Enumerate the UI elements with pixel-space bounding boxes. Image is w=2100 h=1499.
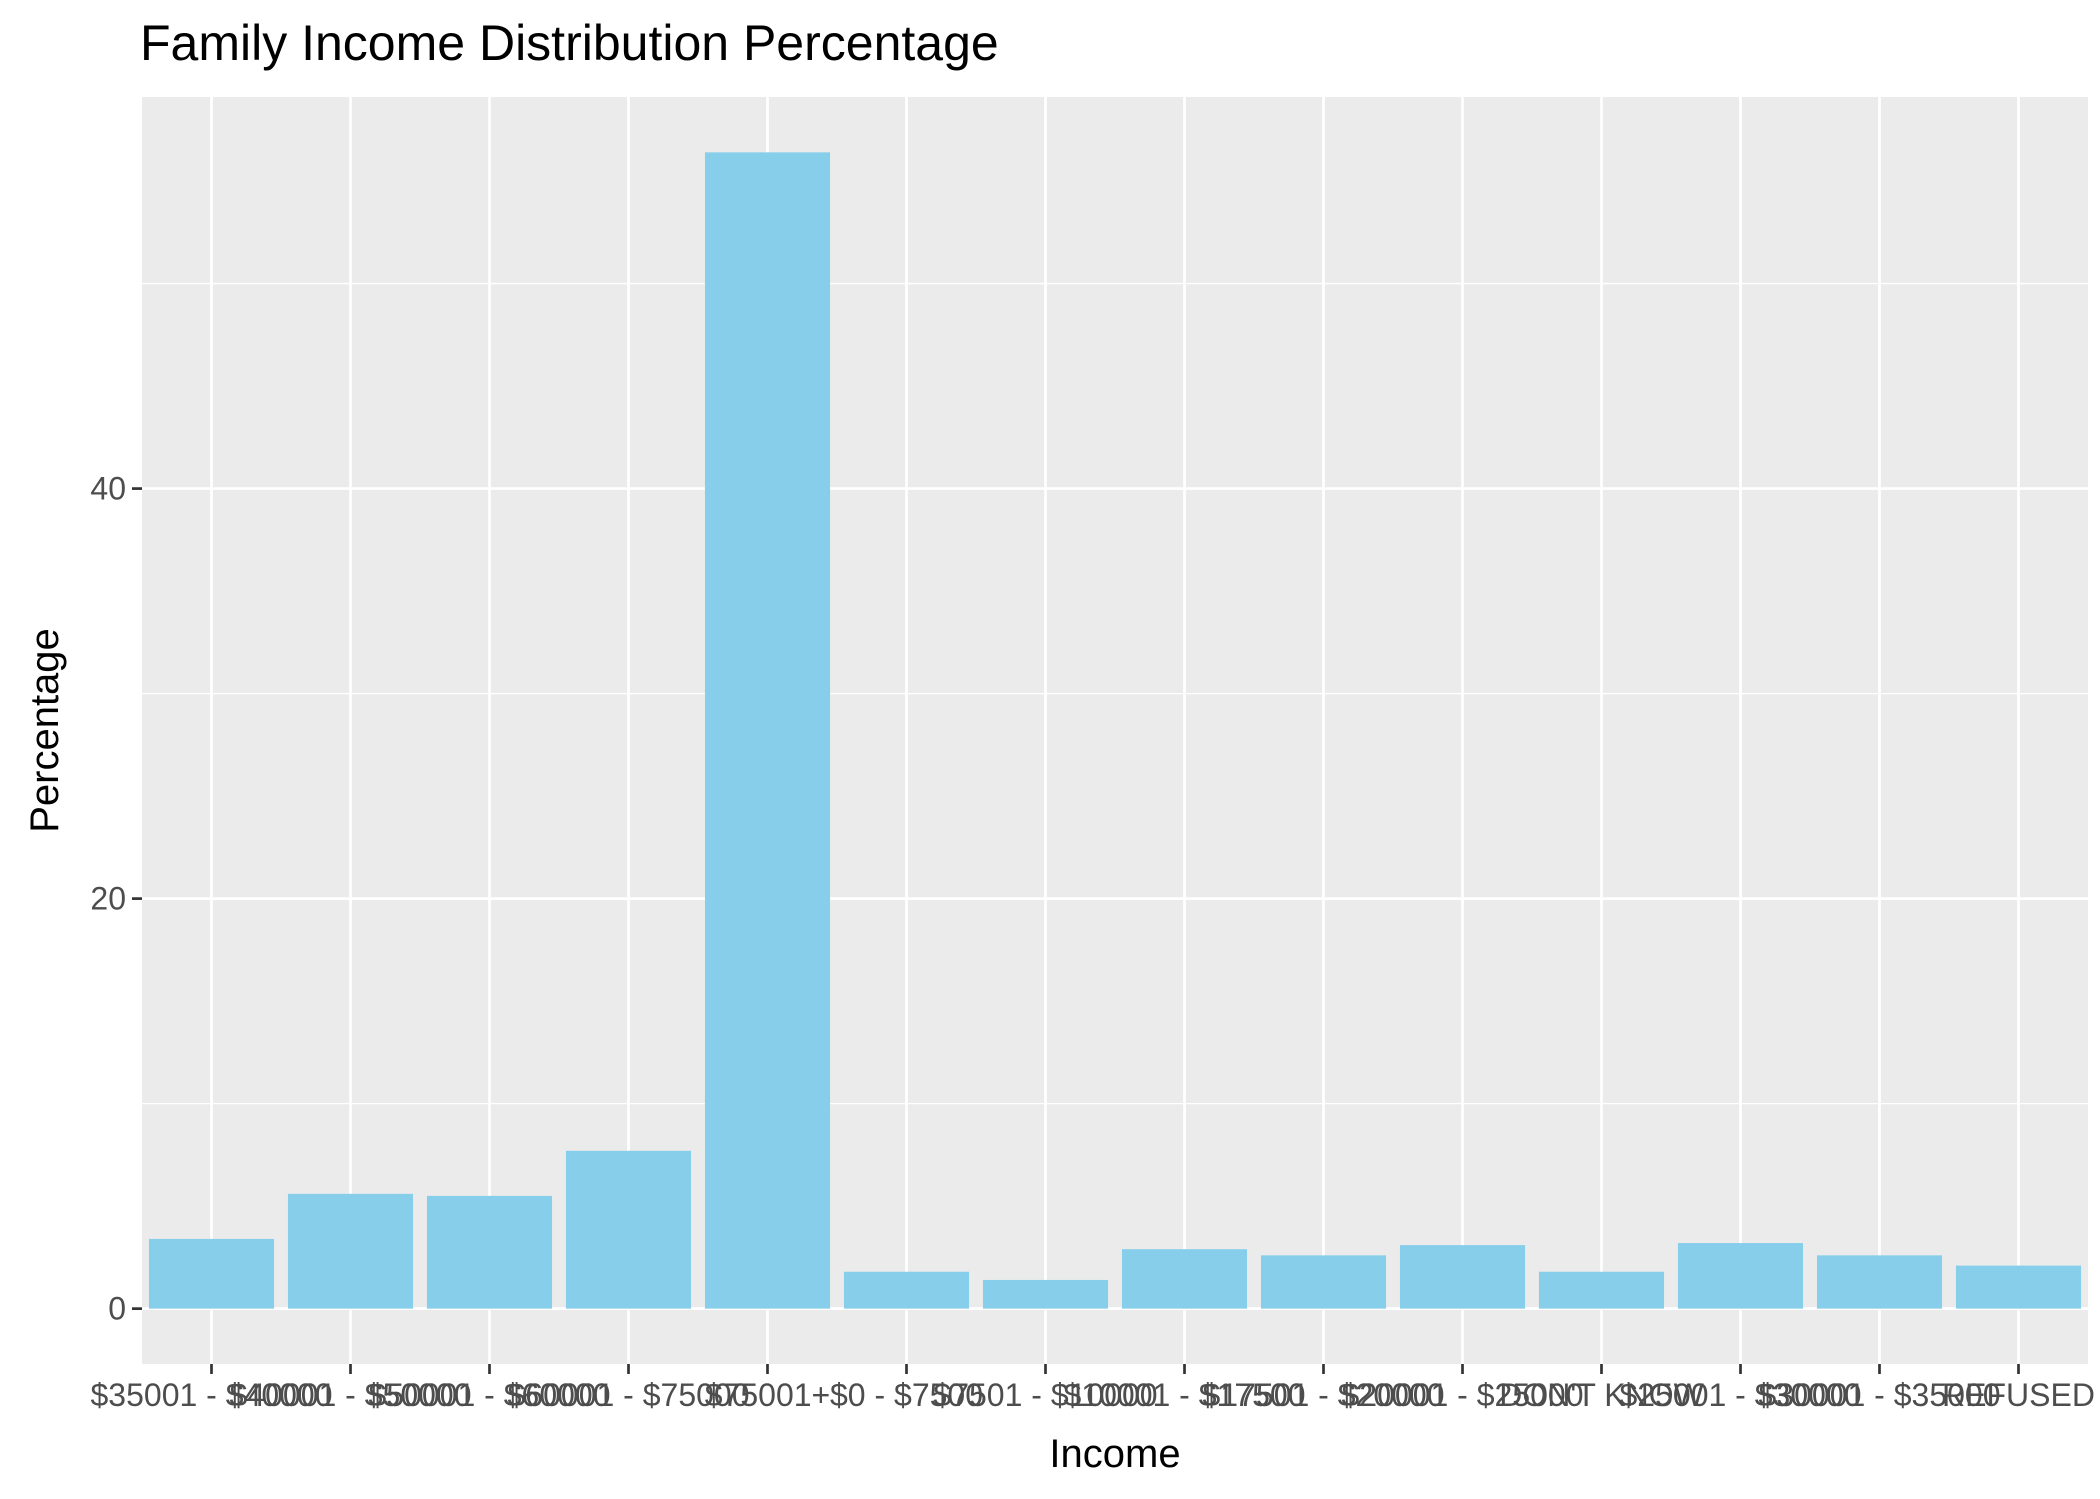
bar-4 [704, 152, 831, 1309]
x-tick-label: $75001+ [705, 1377, 830, 1413]
y-axis-title: Percentage [23, 628, 67, 833]
chart-title: Family Income Distribution Percentage [140, 15, 999, 71]
x-tick-label: $30001 - $35000 [1759, 1377, 2001, 1413]
bar-11 [1677, 1243, 1804, 1309]
bar-13 [1955, 1265, 2082, 1309]
x-tick-label: $20001 - $25000 [1342, 1377, 1584, 1413]
y-tick-label: 0 [108, 1291, 126, 1327]
x-tick-label: $35001 - $40000 [91, 1377, 333, 1413]
bar-3 [565, 1150, 692, 1309]
bar-5 [843, 1271, 970, 1309]
x-tick-label: REFUSED [1942, 1377, 2095, 1413]
x-tick-label: $0 - $7500 [830, 1377, 983, 1413]
x-tick-label: $60001 - $75000 [508, 1377, 750, 1413]
x-tick-label: $17501 - $20000 [1203, 1377, 1445, 1413]
bar-9 [1399, 1245, 1526, 1309]
bar-0 [148, 1238, 275, 1309]
x-tick-label: $40001 - $50000 [230, 1377, 472, 1413]
x-tick-label: $7501 - $10000 [933, 1377, 1157, 1413]
bar-6 [982, 1279, 1109, 1309]
y-tick-label: 20 [90, 881, 126, 917]
bar-10 [1538, 1271, 1665, 1309]
x-axis-title: Income [1049, 1432, 1180, 1476]
axes: 0 20 40 $35001 - $40000$40001 - $50000$5000… [90, 471, 2095, 1413]
x-tick-label: $10001 - $17500 [1064, 1377, 1306, 1413]
x-tick-label: DON'T KNOW [1499, 1377, 1704, 1413]
plot-panel [142, 97, 2088, 1364]
bar-2 [426, 1195, 553, 1309]
bar-1 [287, 1193, 414, 1309]
x-tick-label: $25001 - $30000 [1620, 1377, 1862, 1413]
bars [148, 152, 2082, 1309]
bar-7 [1121, 1249, 1248, 1309]
x-tick-label: $50001 - $60000 [369, 1377, 611, 1413]
y-tick-label: 40 [90, 471, 126, 507]
bar-8 [1260, 1255, 1387, 1309]
bar-12 [1816, 1255, 1943, 1309]
